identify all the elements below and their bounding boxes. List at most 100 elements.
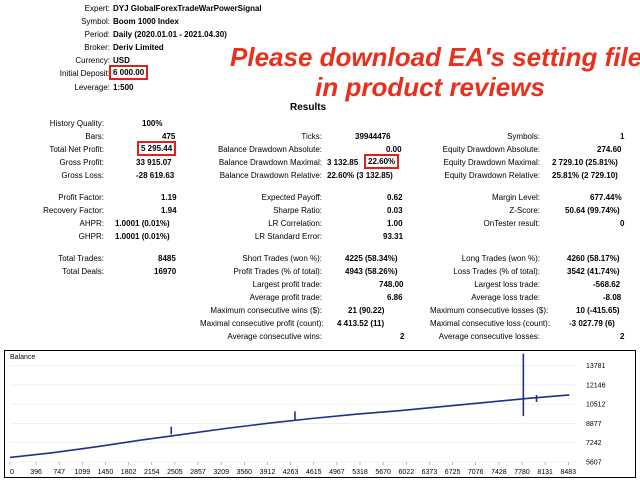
chart-title: Balance	[10, 354, 35, 361]
max-cons-wins-label: Maximum consecutive wins ($):	[210, 306, 322, 315]
x-tick-label: 1099	[75, 469, 91, 476]
y-tick-label: 5607	[586, 460, 602, 467]
broker-label: Broker:	[84, 43, 110, 52]
short-trades-value: 4225 (58.34%)	[345, 254, 398, 263]
profit-factor-value: 1.19	[161, 193, 177, 202]
gross-profit-value: 33 915.07	[136, 158, 172, 167]
x-tick-label: 8483	[561, 469, 577, 476]
expert-value: DYJ GlobalForexTradeWarPowerSignal	[113, 4, 262, 13]
gross-profit-label: Gross Profit:	[59, 158, 104, 167]
bal-dd-abs-label: Balance Drawdown Absolute:	[217, 145, 322, 154]
bal-dd-max-amount: 3 132.85	[327, 158, 359, 167]
avg-profit-value: 6.86	[387, 293, 403, 302]
x-tick-label: 4615	[306, 469, 322, 476]
largest-profit-label: Largest profit trade:	[252, 280, 322, 289]
x-tick-label: 3560	[237, 469, 253, 476]
avg-loss-value: -8.08	[603, 293, 622, 302]
largest-loss-value: -568.62	[593, 280, 621, 289]
x-tick-label: 7780	[514, 469, 530, 476]
bars-value: 475	[162, 132, 176, 141]
maximal-cons-loss-label: Maximal consecutive loss (count):	[430, 319, 551, 328]
y-tick-label: 13781	[586, 363, 606, 370]
eq-dd-rel-value: 25.81% (2 729.10)	[552, 171, 618, 180]
x-tick-label: 7076	[468, 469, 484, 476]
x-tick-label: 1450	[98, 469, 114, 476]
zscore-value: 50.64 (99.74%)	[565, 206, 620, 215]
profit-factor-label: Profit Factor:	[58, 193, 104, 202]
promo-line-1: Please download EA's setting file	[230, 42, 640, 72]
max-cons-wins-value: 21 (90.22)	[348, 306, 385, 315]
x-tick-label: 2505	[167, 469, 183, 476]
x-tick-label: 4263	[283, 469, 299, 476]
lr-corr-value: 1.00	[387, 219, 403, 228]
x-tick-label: 6022	[399, 469, 415, 476]
promo-line-2: in product reviews	[315, 72, 545, 102]
x-tick-label: 4967	[329, 469, 345, 476]
total-trades-value: 8485	[158, 254, 176, 263]
balance-line	[9, 394, 570, 459]
ticks-value: 39944476	[355, 132, 391, 141]
currency-value: USD	[113, 56, 130, 65]
maximal-cons-loss-value: -3 027.79 (6)	[569, 319, 615, 328]
chart-grid	[10, 365, 576, 463]
chart-series	[9, 353, 570, 459]
largest-loss-label: Largest loss trade:	[474, 280, 540, 289]
total-trades-label: Total Trades:	[58, 254, 104, 263]
max-cons-losses-label: Maximum consecutive losses ($):	[430, 306, 549, 315]
y-tick-label: 10512	[586, 402, 606, 409]
symbols-label: Symbols:	[507, 132, 540, 141]
bal-dd-max-label: Balance Drawdown Maximal:	[218, 158, 322, 167]
y-tick-label: 8877	[586, 421, 602, 428]
gross-loss-label: Gross Loss:	[61, 171, 104, 180]
lr-corr-label: LR Correlation:	[268, 219, 322, 228]
ghpr-value: 1.0001 (0.01%)	[115, 232, 170, 241]
x-tick-label: 3209	[213, 469, 229, 476]
currency-label: Currency:	[75, 56, 110, 65]
recovery-factor-value: 1.94	[161, 206, 177, 215]
chart-x-ticks: 0 396 747 1099 1450 1802 2154 2505 2857 3209 3560 3…	[9, 462, 577, 476]
avg-cons-losses-value: 2	[620, 332, 625, 341]
total-deals-label: Total Deals:	[62, 267, 104, 276]
largest-profit-value: 748.00	[379, 280, 404, 289]
y-tick-label: 12146	[586, 382, 606, 389]
x-tick-label: 2857	[190, 469, 206, 476]
max-cons-losses-value: 10 (-415.65)	[576, 306, 620, 315]
history-quality-label: History Quality:	[49, 119, 104, 128]
ahpr-value: 1.0001 (0.01%)	[115, 219, 170, 228]
x-tick-label: 3912	[260, 469, 276, 476]
x-tick-label: 5318	[352, 469, 368, 476]
x-tick-label: 747	[53, 469, 65, 476]
leverage-label: Leverage:	[74, 83, 110, 92]
avg-cons-losses-label: Average consecutive losses:	[438, 332, 540, 341]
avg-cons-wins-value: 2	[400, 332, 405, 341]
period-value: Daily (2020.01.01 - 2021.04.30)	[113, 30, 227, 39]
bal-dd-max-percent: 22.60%	[363, 154, 400, 169]
long-trades-value: 4260 (58.17%)	[567, 254, 620, 263]
eq-dd-max-label: Equity Drawdown Maximal:	[443, 158, 540, 167]
sharpe-label: Sharpe Ratio:	[273, 206, 322, 215]
short-trades-label: Short Trades (won %):	[242, 254, 322, 263]
avg-loss-label: Average loss trade:	[471, 293, 540, 302]
ghpr-label: GHPR:	[78, 232, 104, 241]
margin-level-label: Margin Level:	[491, 193, 540, 202]
lr-err-label: LR Standard Error:	[254, 232, 322, 241]
expected-payoff-label: Expected Payoff:	[261, 193, 322, 202]
expert-label: Expert:	[84, 4, 110, 13]
profit-trades-label: Profit Trades (% of total):	[233, 267, 322, 276]
x-tick-label: 8131	[537, 469, 553, 476]
symbols-value: 1	[620, 132, 625, 141]
symbol-value: Boom 1000 Index	[113, 17, 179, 26]
bars-label: Bars:	[85, 132, 104, 141]
bal-dd-rel-value: 22.60% (3 132.85)	[327, 171, 393, 180]
x-tick-label: 396	[30, 469, 42, 476]
bal-dd-abs-value: 0.00	[386, 145, 402, 154]
sharpe-value: 0.03	[387, 206, 403, 215]
deposit-label: Initial Deposit:	[59, 69, 110, 78]
eq-dd-abs-value: 274.60	[597, 145, 622, 154]
eq-dd-max-value: 2 729.10 (25.81%)	[552, 158, 618, 167]
chart-border	[4, 350, 636, 478]
margin-level-value: 677.44%	[590, 193, 622, 202]
x-tick-label: 6373	[422, 469, 438, 476]
leverage-value: 1:500	[113, 83, 134, 92]
profit-trades-value: 4943 (58.26%)	[345, 267, 398, 276]
